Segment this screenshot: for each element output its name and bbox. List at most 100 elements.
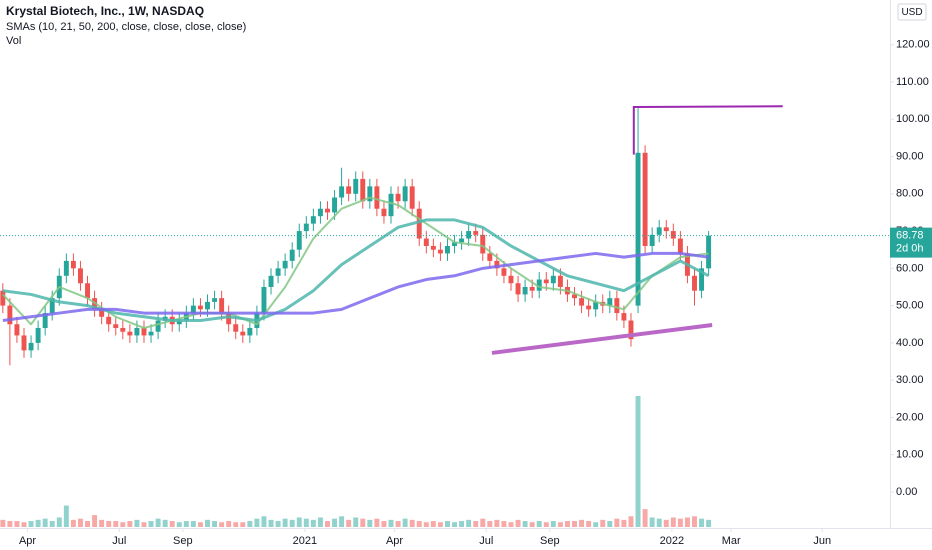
candle-body	[388, 193, 394, 217]
volume-bar	[148, 521, 154, 527]
candle-body	[480, 234, 486, 254]
volume-bar	[296, 517, 302, 527]
candle-body	[360, 178, 366, 202]
candle-body	[501, 268, 507, 276]
candle-body	[670, 231, 676, 239]
plot-area	[0, 105, 890, 527]
candle-body	[635, 152, 641, 306]
volume-bar	[487, 521, 493, 527]
candle-body	[374, 186, 380, 209]
volume-bar	[212, 521, 218, 527]
volume-bar	[63, 505, 69, 527]
candle-body	[367, 186, 373, 202]
volume-bar	[162, 519, 168, 527]
candle-body	[430, 245, 436, 250]
trend-line	[632, 105, 783, 155]
candle-body	[310, 216, 316, 224]
candle-body	[529, 286, 535, 291]
volume-bar	[557, 522, 563, 527]
volume-bar	[515, 519, 521, 527]
candle-body	[268, 275, 274, 287]
volume-bar	[70, 519, 76, 527]
x-tick-label: Sep	[540, 535, 560, 547]
volume-bar	[346, 519, 352, 527]
x-tick-label: Jun	[813, 535, 831, 547]
sma-line	[2, 251, 709, 323]
y-tick-label: 90.00	[896, 150, 924, 162]
volume-bar	[205, 519, 210, 527]
x-tick-label: Jul	[479, 535, 493, 547]
candle-body	[134, 327, 140, 336]
candle-body	[148, 331, 154, 336]
volume-bar	[579, 519, 585, 527]
candle-body	[219, 298, 225, 314]
volume-bar	[459, 521, 465, 527]
y-tick-label: 20.00	[896, 411, 924, 423]
candle-body	[325, 208, 330, 213]
volume-bar	[437, 522, 443, 527]
volume-bar	[466, 519, 472, 527]
volume-bar	[706, 519, 712, 527]
volume-bar	[684, 517, 690, 527]
x-tick-label: Sep	[173, 535, 193, 547]
volume-bar	[353, 517, 359, 527]
volume-bar	[388, 519, 394, 527]
candle-body	[85, 283, 90, 299]
volume-bar	[77, 518, 83, 527]
volume-bar	[14, 521, 20, 527]
volume-bar	[593, 522, 599, 527]
candle-body	[353, 178, 359, 194]
volume-bar	[254, 518, 260, 527]
volume-bar	[282, 518, 288, 527]
volume-bar	[649, 517, 655, 527]
volume-bar	[522, 521, 528, 527]
x-tick-label: 2021	[293, 535, 317, 547]
volume-bar	[402, 518, 408, 527]
candle-body	[289, 249, 295, 261]
candle-body	[586, 305, 592, 310]
y-tick-label: 50.00	[896, 300, 924, 312]
volume-bar	[600, 519, 606, 527]
currency-box[interactable]	[897, 3, 927, 21]
candle-body	[487, 253, 493, 261]
candle-body	[0, 290, 6, 306]
volume-bar	[275, 521, 281, 527]
volume-bar	[317, 517, 323, 527]
volume-bar	[197, 522, 203, 527]
volume-bar	[127, 521, 133, 527]
candle-body	[303, 223, 309, 232]
volume-bar	[247, 521, 253, 527]
currency[interactable]: USD	[901, 7, 922, 18]
volume-bar	[508, 522, 514, 527]
candle-body	[226, 313, 232, 325]
candle-body	[445, 245, 450, 254]
volume-bar	[303, 518, 309, 527]
volume-bar	[656, 518, 662, 527]
volume-bar	[543, 522, 549, 527]
candle-body	[473, 231, 479, 235]
volume-bar	[621, 519, 627, 527]
volume-bar	[7, 521, 13, 527]
candle-body	[663, 227, 669, 232]
candle-body	[14, 324, 20, 336]
volume-bar	[190, 521, 196, 527]
volume-bar	[113, 521, 119, 527]
volume-bar	[233, 522, 239, 527]
volume-bar	[176, 522, 182, 527]
candle-body	[543, 279, 549, 284]
last-price-label: 68.78	[896, 230, 924, 242]
last-price-box	[890, 227, 932, 258]
volume-bar	[473, 521, 479, 527]
candle-body	[49, 298, 55, 314]
candle-body	[205, 301, 210, 310]
indicator-label: SMAs (10, 21, 50, 200, close, close, clo…	[6, 21, 246, 33]
volume-bar	[289, 519, 295, 527]
candle-body	[593, 301, 599, 310]
volume-bar	[325, 521, 330, 527]
volume-bar	[586, 521, 592, 527]
volume-bar	[339, 516, 345, 527]
x-tick-label: Apr	[19, 535, 36, 547]
candle-body	[99, 309, 105, 317]
